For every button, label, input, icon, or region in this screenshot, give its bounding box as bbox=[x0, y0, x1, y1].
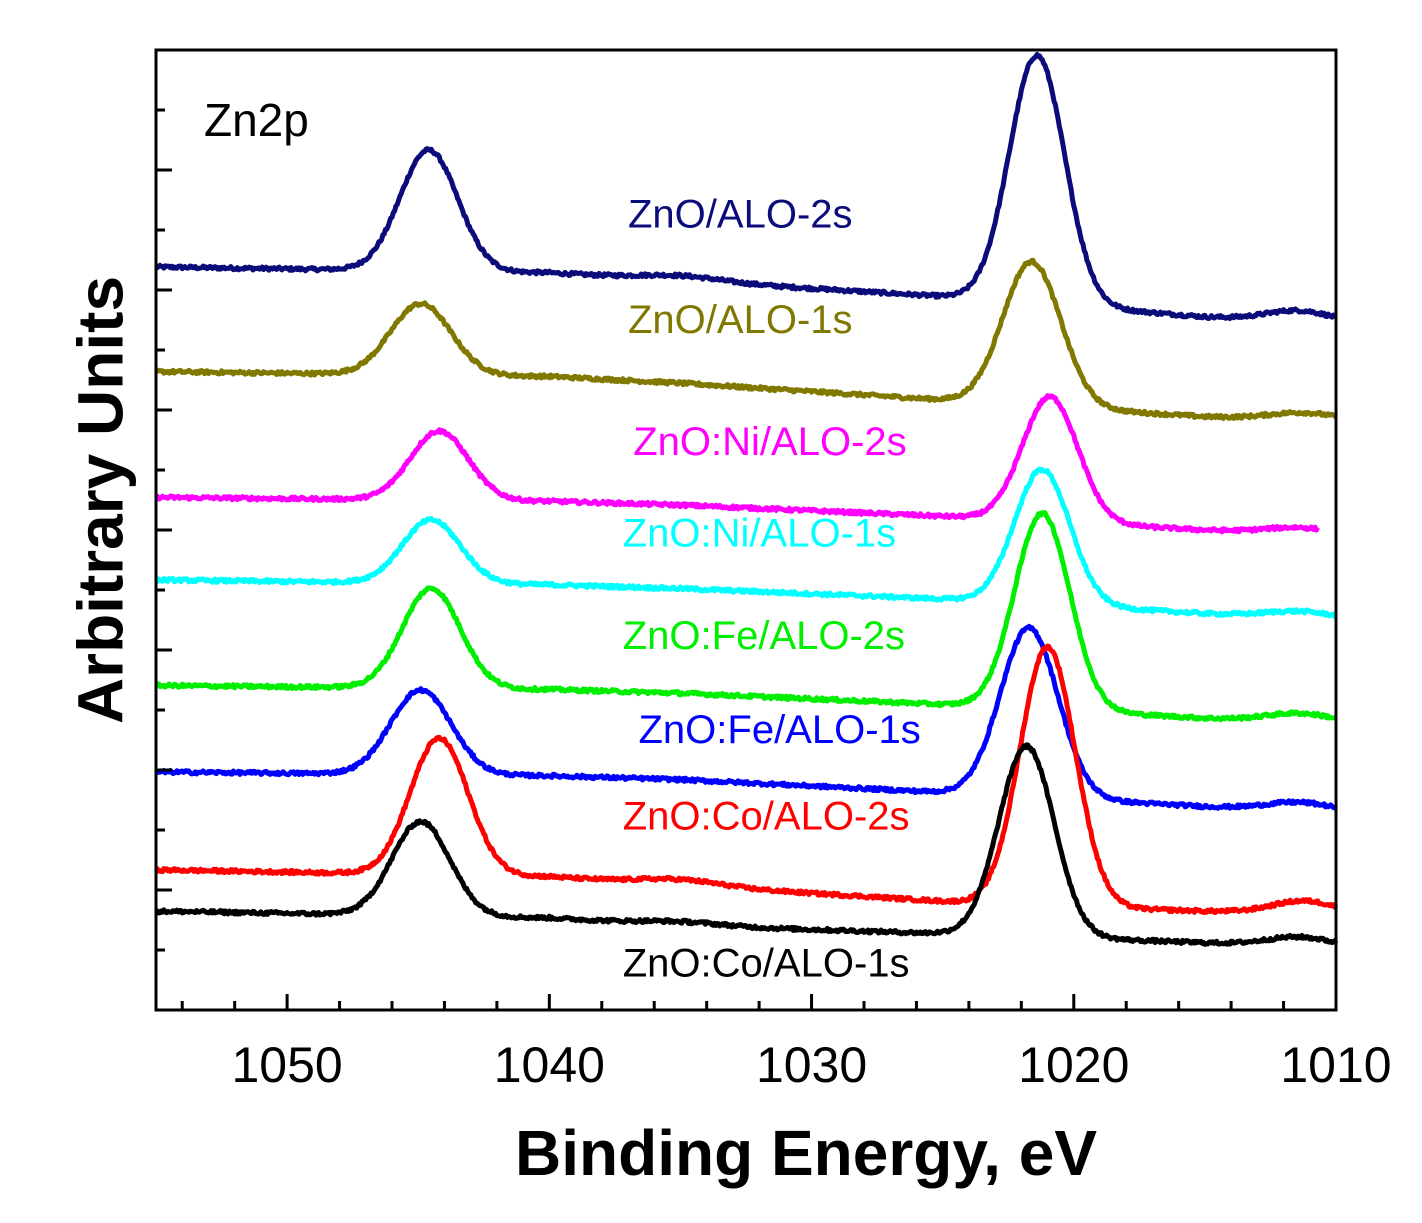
x-tick-label: 1050 bbox=[231, 1037, 342, 1093]
y-axis-title: Arbitrary Units bbox=[64, 276, 136, 724]
series-label: ZnO:Fe/ALO-2s bbox=[623, 614, 905, 658]
series-labels: ZnO/ALO-2s ZnO/ALO-1s ZnO:Ni/ALO-2s ZnO:Ni/… bbox=[623, 193, 921, 986]
series-line-ZnO:Fe/ALO-1s bbox=[154, 623, 1338, 811]
series-label: ZnO/ALO-1s bbox=[628, 298, 853, 342]
series-line-ZnO:Fe/ALO-2s bbox=[154, 510, 1338, 723]
series-label: ZnO:Co/ALO-1s bbox=[623, 941, 910, 985]
series-line-ZnO:Co/ALO-2s bbox=[154, 643, 1339, 916]
series-line-ZnO/ALO-1s bbox=[154, 257, 1338, 422]
x-tick-label: 1030 bbox=[756, 1037, 867, 1093]
series-line-ZnO:Co/ALO-1s bbox=[154, 742, 1339, 947]
x-tick-label: 1040 bbox=[494, 1037, 605, 1093]
x-tick-label: 1010 bbox=[1280, 1037, 1391, 1093]
series-layer bbox=[154, 51, 1339, 947]
series-label: ZnO:Ni/ALO-1s bbox=[623, 511, 896, 555]
series-label: ZnO:Co/ALO-2s bbox=[623, 795, 910, 839]
plot-area: ZnO/ALO-2s ZnO/ALO-1s ZnO:Ni/ALO-2s ZnO:Ni/… bbox=[154, 48, 1392, 1093]
series-line-ZnO:Ni/ALO-1s bbox=[154, 466, 1338, 620]
x-tick-label: 1020 bbox=[1018, 1037, 1129, 1093]
panel-label: Zn2p bbox=[204, 94, 309, 146]
series-label: ZnO:Ni/ALO-2s bbox=[633, 420, 906, 464]
series-line-ZnO/ALO-2s bbox=[154, 51, 1338, 322]
series-line-ZnO:Ni/ALO-2s bbox=[154, 393, 1320, 535]
x-axis-title: Binding Energy, eV bbox=[515, 1117, 1097, 1189]
series-label: ZnO/ALO-2s bbox=[628, 193, 853, 237]
series-label: ZnO:Fe/ALO-1s bbox=[638, 708, 920, 752]
axis-ticks: 1050 1040 1030 1020 1010 bbox=[156, 108, 1392, 1093]
